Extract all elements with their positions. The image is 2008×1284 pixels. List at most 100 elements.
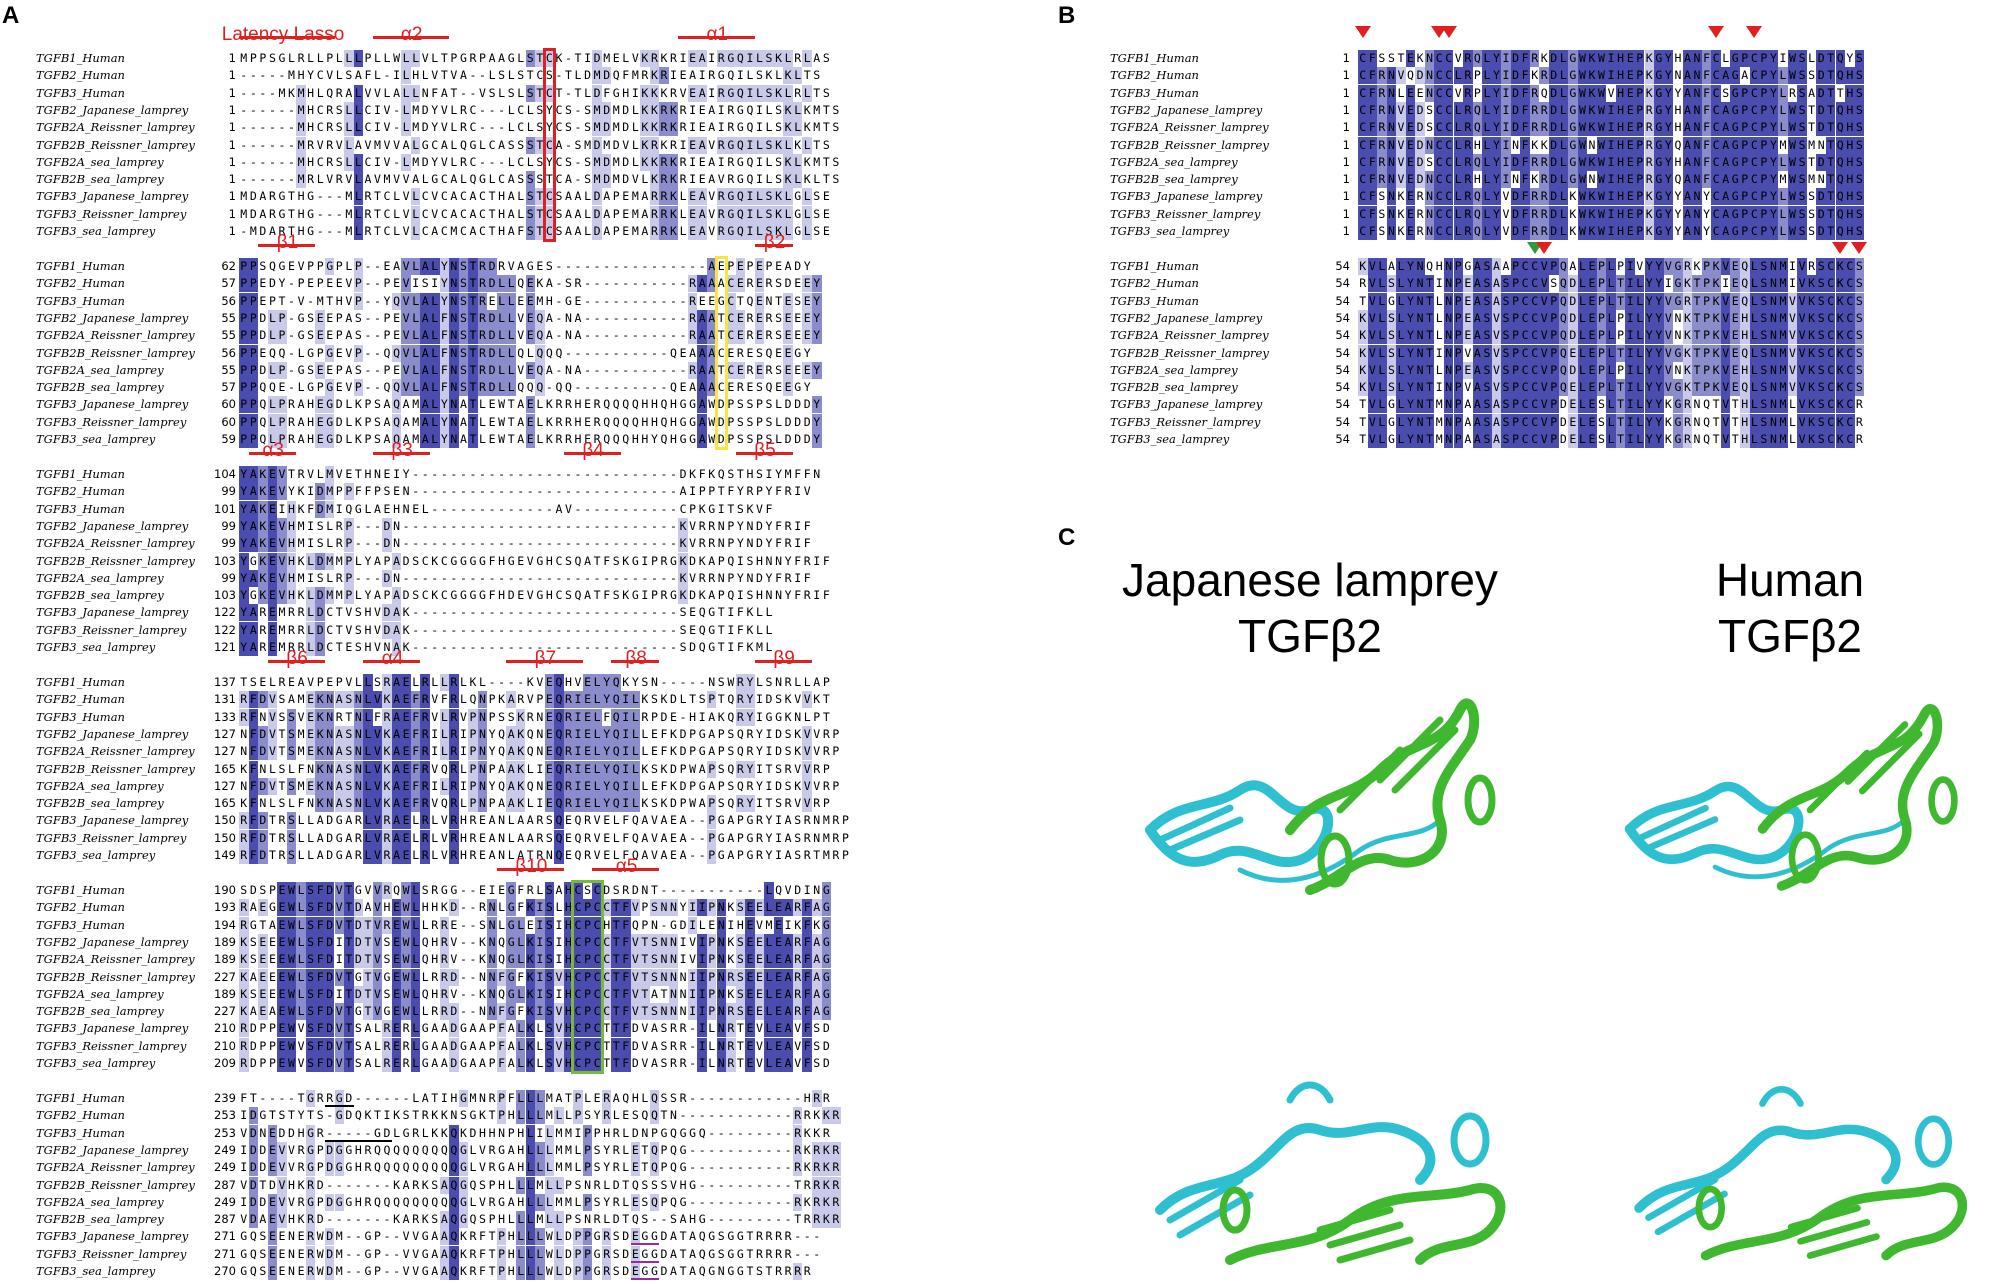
residue: R — [477, 309, 488, 327]
residue: M — [335, 588, 343, 603]
residue: P — [335, 362, 343, 377]
residue: - — [259, 1091, 267, 1105]
residue: A — [440, 85, 448, 100]
residue: V — [813, 726, 821, 741]
residue: - — [354, 536, 362, 551]
residue: V — [401, 379, 411, 397]
residue: V — [689, 536, 697, 551]
residue: V — [1502, 224, 1510, 238]
residue: H — [631, 432, 639, 446]
residue: T — [268, 1108, 276, 1123]
sequence-start: 1 — [228, 120, 236, 135]
residue: L — [708, 1038, 716, 1053]
secondary-structure-label: β4 — [582, 440, 604, 461]
residue: L — [401, 153, 411, 171]
residue: - — [335, 1125, 343, 1140]
residue: E — [401, 777, 411, 795]
residue: V — [412, 1264, 420, 1278]
residue: S — [735, 1003, 746, 1021]
residue: L — [496, 344, 507, 362]
residue: D — [622, 1246, 630, 1261]
residue: F — [410, 777, 421, 795]
residue: A — [459, 397, 467, 412]
residue: K — [773, 50, 784, 67]
residue: L — [783, 50, 793, 67]
residue: I — [755, 761, 763, 776]
residue: V — [288, 1160, 295, 1175]
residue: I — [736, 553, 744, 568]
residue: Q — [449, 1124, 459, 1142]
residue: A — [689, 1246, 697, 1261]
residue: L — [410, 84, 421, 102]
residue: K — [515, 725, 526, 743]
residue: S — [564, 276, 572, 291]
residue: C — [1358, 67, 1368, 85]
residue: H — [517, 1142, 525, 1157]
residue: K — [239, 968, 249, 986]
residue: S — [1797, 153, 1807, 171]
residue: Q — [611, 691, 621, 709]
residue: L — [363, 725, 373, 743]
residue: V — [326, 172, 334, 187]
residue: N — [765, 293, 773, 308]
residue: - — [459, 900, 467, 915]
residue: T — [611, 968, 621, 986]
residue: - — [612, 622, 620, 637]
residue: E — [735, 275, 746, 293]
residue: P — [268, 293, 276, 308]
sequence-name: TGFB3_Reissner_lamprey — [36, 206, 187, 221]
residue: E — [783, 344, 793, 362]
residue: E — [391, 951, 402, 969]
residue: - — [421, 605, 429, 620]
residue: C — [573, 1055, 583, 1072]
residue: - — [498, 570, 506, 585]
residue: - — [488, 102, 496, 117]
residue: R — [420, 725, 430, 743]
residue: D — [449, 1003, 459, 1021]
alignment-row: TGFB2_Japanese_lamprey 55 P P D L P - G S E E P A S - - P… — [36, 309, 996, 327]
residue: Q — [278, 345, 286, 360]
residue: K — [1587, 67, 1597, 85]
residue: A — [783, 1020, 793, 1038]
residue: M — [555, 1142, 563, 1157]
residue: E — [277, 933, 287, 951]
residue: - — [288, 345, 295, 360]
residue: V — [401, 344, 411, 362]
residue: - — [488, 622, 496, 637]
sequence-name: TGFB2B_sea_lamprey — [36, 380, 164, 395]
residue: - — [689, 883, 697, 897]
residue: N — [1386, 119, 1397, 137]
residue: P — [488, 709, 496, 724]
residue: - — [689, 1056, 697, 1070]
residue: S — [517, 68, 525, 83]
residue: F — [315, 1037, 325, 1055]
residue: L — [353, 119, 364, 137]
residue: Q — [612, 68, 620, 83]
residue: L — [410, 258, 421, 275]
residue: Y — [812, 292, 822, 310]
residue: Y — [545, 102, 553, 117]
residue: - — [717, 1194, 725, 1209]
residue: G — [1568, 50, 1578, 67]
residue: R — [259, 622, 267, 637]
secondary-structure-bar — [267, 660, 325, 663]
residue: R — [449, 725, 459, 743]
residue: L — [507, 1177, 515, 1192]
residue: - — [450, 605, 458, 620]
residue: C — [1749, 223, 1760, 240]
residue: G — [821, 899, 832, 917]
residue: P — [496, 1107, 507, 1125]
residue: H — [563, 968, 574, 986]
residue: - — [555, 362, 563, 377]
residue: F — [1367, 171, 1378, 189]
sequence-start: 127 — [214, 744, 236, 759]
residue: - — [421, 484, 429, 499]
residue: R — [288, 605, 295, 620]
residue: L — [412, 830, 420, 845]
residue: R — [792, 1159, 803, 1177]
residue: I — [689, 484, 697, 499]
residue: F — [603, 553, 611, 568]
residue: C — [592, 882, 602, 899]
alignment-row: TGFB2A_Reissner_lamprey 1 C F R N V E D S C C L R Q L Y I… — [1110, 119, 2008, 137]
sequence-name: TGFB1_Human — [36, 883, 125, 897]
